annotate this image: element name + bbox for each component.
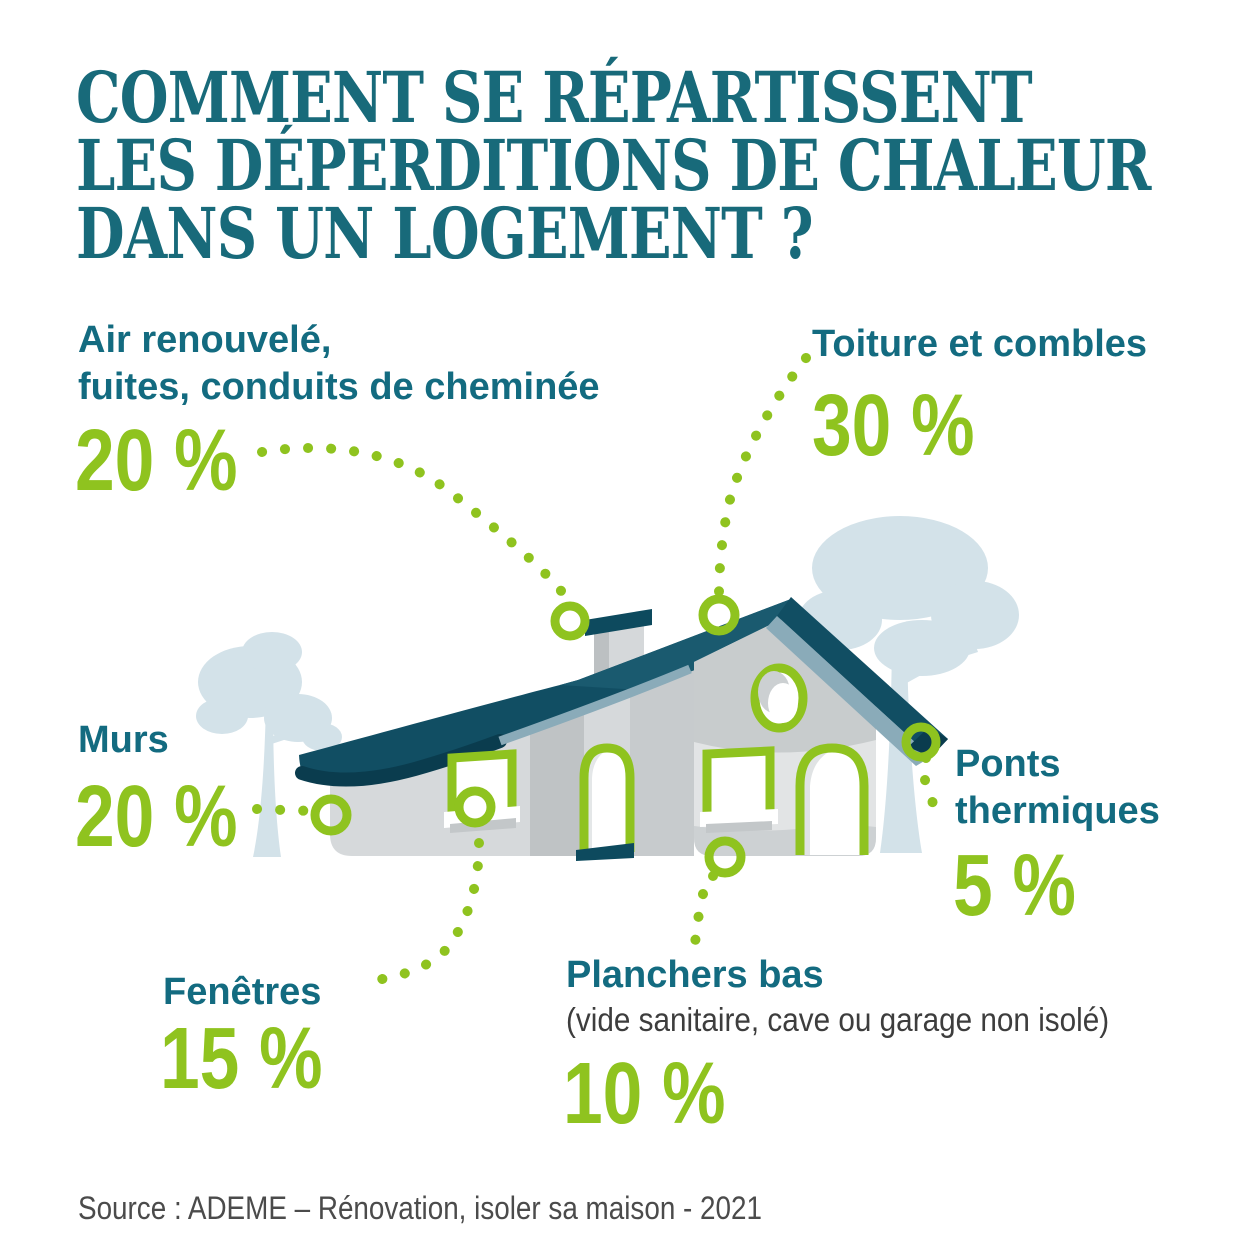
callout-murs-label: Murs [78,719,169,761]
marker-ring-fenetres [454,786,496,828]
marker-tails [708,753,931,881]
wall-right-of-door [630,663,694,856]
oval-window-light [768,683,798,723]
chimney-cap [585,609,652,636]
callout-planchers-label: Planchers bas [566,954,824,996]
leader-lines [252,353,941,985]
door-threshold [576,843,634,861]
door-frame [579,743,635,852]
callout-ponts-value: 5 % [953,837,1076,934]
gable-roof [777,597,948,757]
callout-planchers-note: (vide sanitaire, cave ou garage non isol… [566,1001,1110,1038]
door-jamb-shadow [584,750,607,852]
leader-toiture [714,353,811,599]
callout-air-label-line1: Air renouvelé, [78,319,332,361]
right-window-frame [702,746,775,817]
marker-rings [310,594,941,878]
title-line-2: LES DÉPERDITIONS DE CHALEUR [76,124,1151,207]
tree-left-trunk [253,700,281,857]
title-line-3: DANS UN LOGEMENT ? [76,192,814,275]
callout-air-label: Air renouvelé, fuites, conduits de chemi… [78,317,600,411]
tree-right [798,516,1019,853]
marker-ring-ponts [901,722,941,762]
callout-air-value: 20 % [75,412,238,509]
right-window-pane [707,751,770,817]
callout-ponts-label: Ponts thermiques [955,741,1160,835]
callout-toiture-label: Toiture et combles [812,323,1148,365]
door-pane [584,750,630,852]
tree-right-branch [894,638,978,688]
tree-left [196,632,342,857]
right-window-sill-shadow [706,821,772,833]
right-arch-pane [800,750,864,855]
callout-planchers-value: 10 % [563,1045,726,1142]
gable-roof-trim [766,616,931,766]
callout-ponts-label-line2: thermiques [955,790,1160,832]
left-window-frame [447,749,517,814]
title-line-1: COMMENT SE RÉPARTISSENT [76,56,1033,139]
roof-fascia-dark [295,734,507,787]
leader-planchers [690,889,708,950]
leader-murs [252,804,317,816]
callout-fenetres-value: 15 % [160,1010,323,1107]
roof-trim-light [498,664,692,746]
right-arch-shadow [800,750,832,855]
marker-ring-roof [698,594,740,636]
callout-air-label-line2: fuites, conduits de cheminée [78,366,600,408]
left-window-pane [452,754,512,814]
marker-ring-planchers [704,836,746,878]
wall-column-under-chimney [530,694,584,856]
leader-ponts [920,775,941,818]
marker-ring-chimney [550,601,590,641]
leader-fenetres [371,838,484,985]
page-title: COMMENT SE RÉPARTISSENT LES DÉPERDITIONS… [76,56,1151,275]
callout-ponts-label-line1: Ponts [955,743,1061,785]
callout-fenetres-label: Fenêtres [163,971,322,1013]
openings [444,663,869,861]
marker-ring-murs [310,794,352,836]
callout-murs-value: 20 % [75,768,238,865]
right-arch-frame [795,743,869,855]
callout-toiture-value: 30 % [812,377,975,474]
leader-air [257,443,571,602]
tree-left-branch [266,722,318,745]
source-credit: Source : ADEME – Rénovation, isoler sa m… [78,1190,762,1226]
